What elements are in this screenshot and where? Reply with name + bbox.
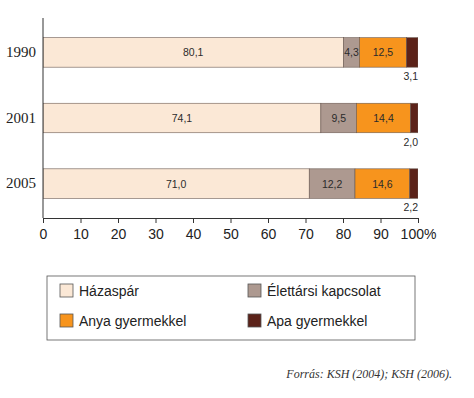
- tick-label: 100%: [401, 226, 437, 242]
- tick: 2005: [6, 175, 43, 191]
- tick-label: 20: [111, 226, 127, 242]
- legend-swatch: [248, 284, 261, 297]
- legend-label: Apa gyermekkel: [267, 313, 367, 329]
- tick-mark: [156, 218, 157, 223]
- data-label: 14,6: [372, 178, 393, 190]
- tick-mark: [118, 218, 119, 223]
- x-axis: 0 10 20 30 40 50 60 70 80 90 100%: [40, 218, 437, 242]
- data-label: 12,2: [322, 178, 343, 190]
- data-label: 80,1: [183, 46, 204, 58]
- bar-segment: [43, 103, 321, 133]
- tick-label: 1990: [6, 44, 36, 60]
- legend-swatch: [60, 314, 73, 327]
- tick: 70: [298, 218, 314, 242]
- axis-line: [43, 18, 44, 218]
- tick-label: 90: [373, 226, 389, 242]
- source-note: Forrás: KSH (2004); KSH (2006).: [285, 367, 452, 381]
- bar-segment: [43, 38, 343, 68]
- data-label: 2,2: [403, 201, 418, 213]
- tick: 90: [373, 218, 389, 242]
- legend-swatch: [248, 314, 261, 327]
- data-label: 71,0: [166, 178, 187, 190]
- legend-label: Anya gyermekkel: [79, 313, 186, 329]
- bar-segment: [406, 38, 418, 68]
- tick-label: 40: [186, 226, 202, 242]
- tick-label: 2005: [6, 175, 36, 191]
- tick-label: 70: [298, 226, 314, 242]
- tick-mark: [268, 218, 269, 223]
- tick-label: 50: [223, 226, 239, 242]
- legend-swatch: [60, 284, 73, 297]
- tick-mark: [306, 218, 307, 223]
- tick-mark: [231, 218, 232, 223]
- bar-segment: [321, 103, 357, 133]
- tick: 2001: [6, 110, 43, 126]
- tick-mark: [81, 218, 82, 223]
- legend-label: Élettársi kapcsolat: [267, 283, 381, 299]
- data-label: 74,1: [172, 112, 193, 124]
- data-labels: 80,1 4,3 12,5 3,1 74,1 9,5 14,4 2,0 71,0 12,2 14,6…: [166, 46, 418, 213]
- tick-mark: [43, 218, 44, 223]
- tick: 80: [336, 218, 352, 242]
- tick: 1990: [6, 44, 43, 60]
- data-label: 9,5: [331, 112, 346, 124]
- legend-box: [47, 276, 415, 340]
- tick: 0: [40, 218, 48, 242]
- data-label: 3,1: [403, 70, 418, 82]
- data-label: 4,3: [344, 46, 359, 58]
- bar-segment: [357, 103, 411, 133]
- bar-segment: [309, 169, 355, 199]
- tick-mark: [193, 218, 194, 223]
- data-label: 12,5: [373, 46, 394, 58]
- tick-mark: [381, 218, 382, 223]
- tick-label: 80: [336, 226, 352, 242]
- tick-label: 30: [148, 226, 164, 242]
- tick-label: 60: [261, 226, 277, 242]
- tick: 100%: [401, 218, 437, 242]
- legend-label: Házaspár: [79, 283, 139, 299]
- bar-segment: [343, 38, 359, 68]
- tick: 60: [261, 218, 277, 242]
- tick-label: 10: [73, 226, 89, 242]
- tick: 10: [73, 218, 89, 242]
- legend: Házaspár Élettársi kapcsolat Anya gyermekk…: [47, 276, 415, 340]
- tick: 50: [223, 218, 239, 242]
- tick-label: 2001: [6, 110, 36, 126]
- y-axis: 1990 2001 2005: [6, 18, 43, 218]
- bar-segment: [360, 38, 407, 68]
- tick: 40: [186, 218, 202, 242]
- bar-segment: [355, 169, 410, 199]
- tick-label: 0: [40, 226, 48, 242]
- bar-segment: [410, 169, 418, 199]
- bar-segment: [43, 169, 309, 199]
- bar-segment: [411, 103, 419, 133]
- tick: 30: [148, 218, 164, 242]
- data-label: 2,0: [403, 136, 418, 148]
- tick: 20: [111, 218, 127, 242]
- tick-mark: [343, 218, 344, 223]
- bars: [43, 38, 418, 199]
- tick-mark: [418, 218, 419, 223]
- data-label: 14,4: [373, 112, 394, 124]
- chart: 80,1 4,3 12,5 3,1 74,1 9,5 14,4 2,0 71,0 12,2 14,6…: [0, 0, 474, 398]
